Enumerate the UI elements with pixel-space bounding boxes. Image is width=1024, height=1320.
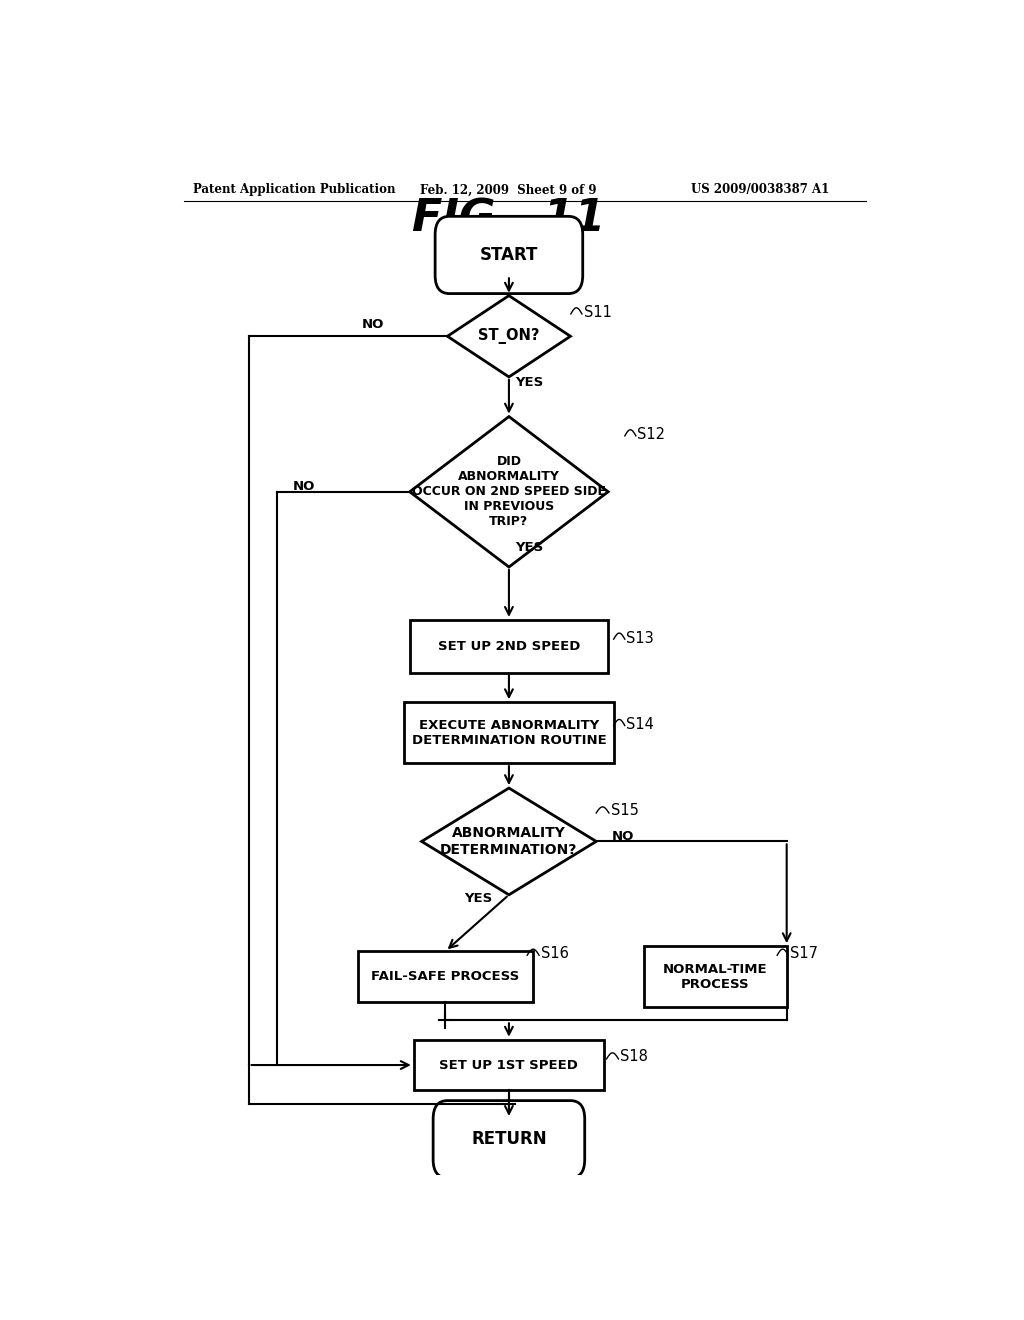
Bar xyxy=(644,946,786,1007)
Polygon shape xyxy=(422,788,596,895)
Text: S15: S15 xyxy=(610,804,638,818)
Text: S18: S18 xyxy=(620,1049,648,1064)
Text: FAIL-SAFE PROCESS: FAIL-SAFE PROCESS xyxy=(372,970,519,983)
Text: RETURN: RETURN xyxy=(471,1130,547,1148)
Text: S16: S16 xyxy=(541,945,568,961)
Text: SET UP 1ST SPEED: SET UP 1ST SPEED xyxy=(439,1059,579,1072)
Bar xyxy=(358,952,532,1002)
Text: NO: NO xyxy=(362,318,384,330)
Bar xyxy=(403,702,614,763)
Text: YES: YES xyxy=(515,375,544,388)
Text: FIG . 11: FIG . 11 xyxy=(413,198,605,240)
Text: YES: YES xyxy=(464,892,492,904)
Text: NO: NO xyxy=(293,480,315,494)
Bar xyxy=(410,620,608,673)
FancyBboxPatch shape xyxy=(435,216,583,293)
Text: S11: S11 xyxy=(584,305,611,321)
Text: START: START xyxy=(479,246,539,264)
Text: Feb. 12, 2009  Sheet 9 of 9: Feb. 12, 2009 Sheet 9 of 9 xyxy=(420,183,597,197)
Text: S12: S12 xyxy=(638,428,666,442)
Text: S13: S13 xyxy=(627,631,654,645)
Text: SET UP 2ND SPEED: SET UP 2ND SPEED xyxy=(437,640,581,653)
Polygon shape xyxy=(447,296,570,378)
Text: S17: S17 xyxy=(790,945,818,961)
Polygon shape xyxy=(410,417,608,568)
Text: NO: NO xyxy=(612,830,635,843)
Text: S14: S14 xyxy=(627,717,654,733)
Text: ABNORMALITY
DETERMINATION?: ABNORMALITY DETERMINATION? xyxy=(440,826,578,857)
Text: YES: YES xyxy=(515,541,544,554)
Text: EXECUTE ABNORMALITY
DETERMINATION ROUTINE: EXECUTE ABNORMALITY DETERMINATION ROUTIN… xyxy=(412,718,606,747)
Text: NORMAL-TIME
PROCESS: NORMAL-TIME PROCESS xyxy=(663,962,768,990)
FancyBboxPatch shape xyxy=(433,1101,585,1177)
Text: ST_ON?: ST_ON? xyxy=(478,329,540,345)
Text: Patent Application Publication: Patent Application Publication xyxy=(194,183,395,197)
Text: DID
ABNORMALITY
OCCUR ON 2ND SPEED SIDE
IN PREVIOUS
TRIP?: DID ABNORMALITY OCCUR ON 2ND SPEED SIDE … xyxy=(412,455,606,528)
Bar xyxy=(414,1040,604,1090)
Text: US 2009/0038387 A1: US 2009/0038387 A1 xyxy=(691,183,829,197)
